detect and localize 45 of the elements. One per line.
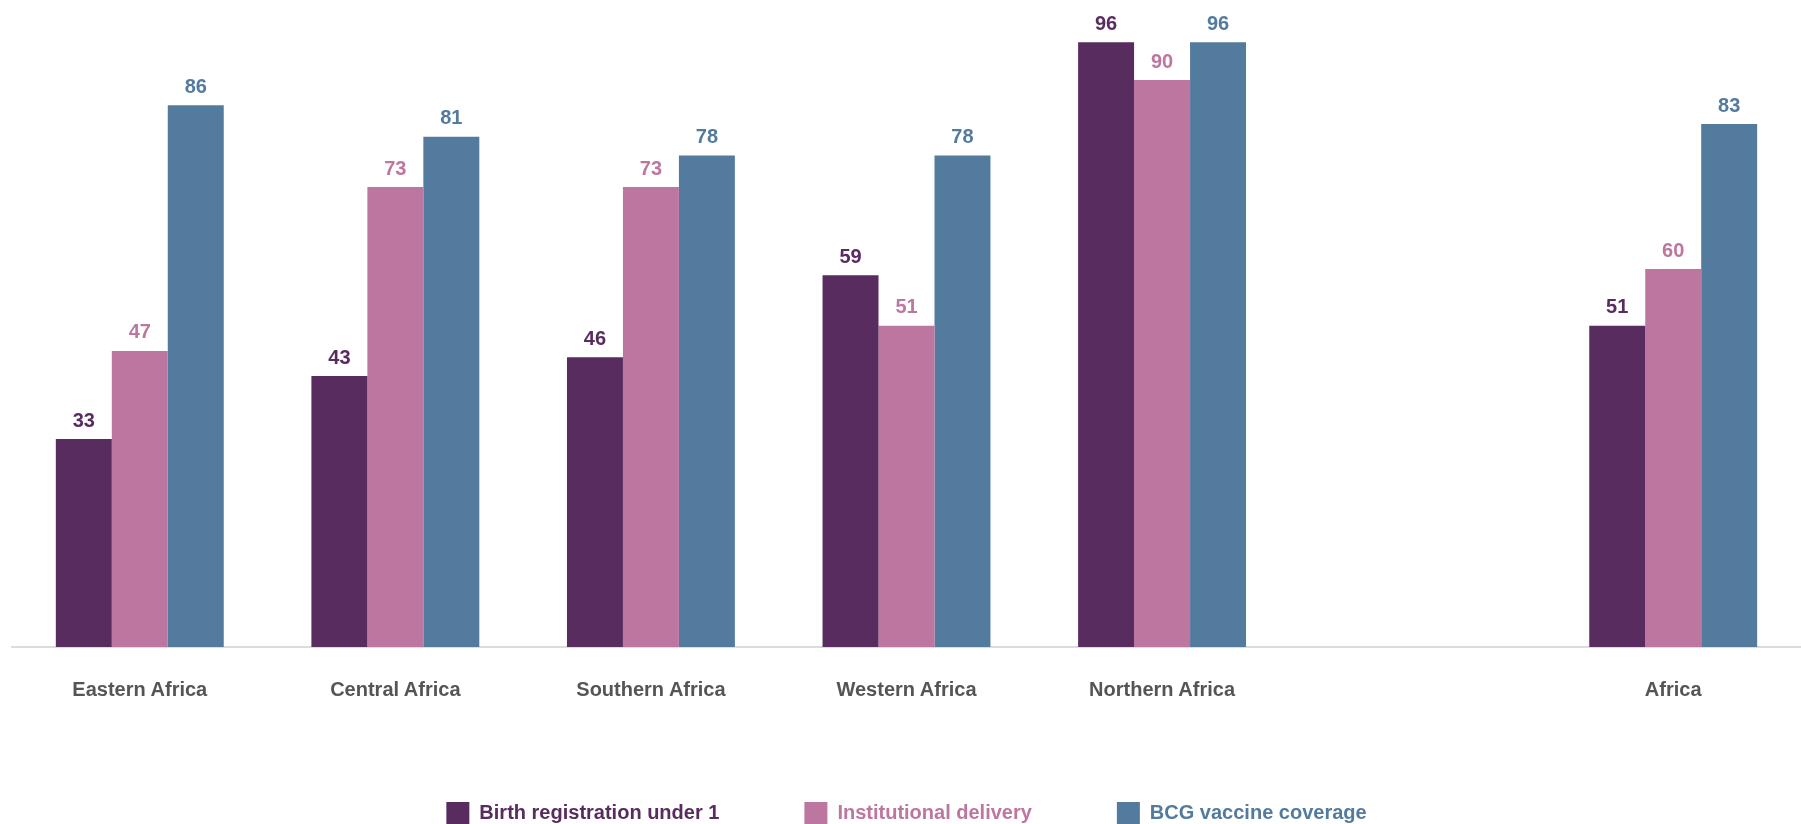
bar [1701, 124, 1758, 647]
bar [311, 376, 368, 647]
legend-label: Birth registration under 1 [479, 801, 720, 824]
data-label: 90 [1150, 49, 1174, 72]
bar [1078, 42, 1135, 647]
x-tick-label: Southern Africa [576, 677, 727, 700]
data-label: 73 [639, 156, 663, 179]
x-tick-label: Northern Africa [1089, 677, 1236, 700]
bar [934, 155, 991, 647]
data-label: 51 [1606, 295, 1629, 318]
data-label: 86 [184, 74, 207, 97]
data-label: 78 [695, 125, 719, 148]
bar [878, 325, 935, 647]
data-label: 96 [1094, 11, 1118, 34]
bar [111, 350, 168, 647]
data-label: 83 [1718, 93, 1741, 116]
bar [622, 187, 679, 647]
data-label: 81 [440, 106, 463, 129]
data-label: 51 [895, 295, 918, 318]
bar [1589, 325, 1646, 647]
bar [678, 155, 735, 647]
data-label: 78 [951, 125, 974, 148]
data-label: 43 [328, 345, 351, 368]
bar [367, 187, 424, 647]
data-label: 33 [72, 408, 95, 431]
x-tick-label: Eastern Africa [72, 677, 209, 700]
bar [55, 439, 112, 647]
data-label: 59 [839, 244, 862, 267]
data-label: 96 [1206, 11, 1230, 34]
bar [566, 357, 623, 647]
data-label: 46 [583, 326, 607, 349]
x-tick-label: Central Africa [330, 677, 462, 700]
data-label: 47 [128, 320, 151, 343]
bar [1190, 42, 1247, 647]
bar [1645, 269, 1702, 647]
data-label: 73 [384, 156, 407, 179]
bar [167, 105, 224, 647]
bar [423, 136, 480, 647]
x-tick-label: Western Africa [836, 677, 978, 700]
x-tick-label: Africa [1644, 677, 1703, 700]
legend-label: Institutional delivery [837, 801, 1033, 824]
bar [1134, 80, 1191, 647]
data-label: 60 [1662, 238, 1685, 261]
bar [822, 275, 879, 647]
legend-label: BCG vaccine coverage [1149, 801, 1367, 824]
